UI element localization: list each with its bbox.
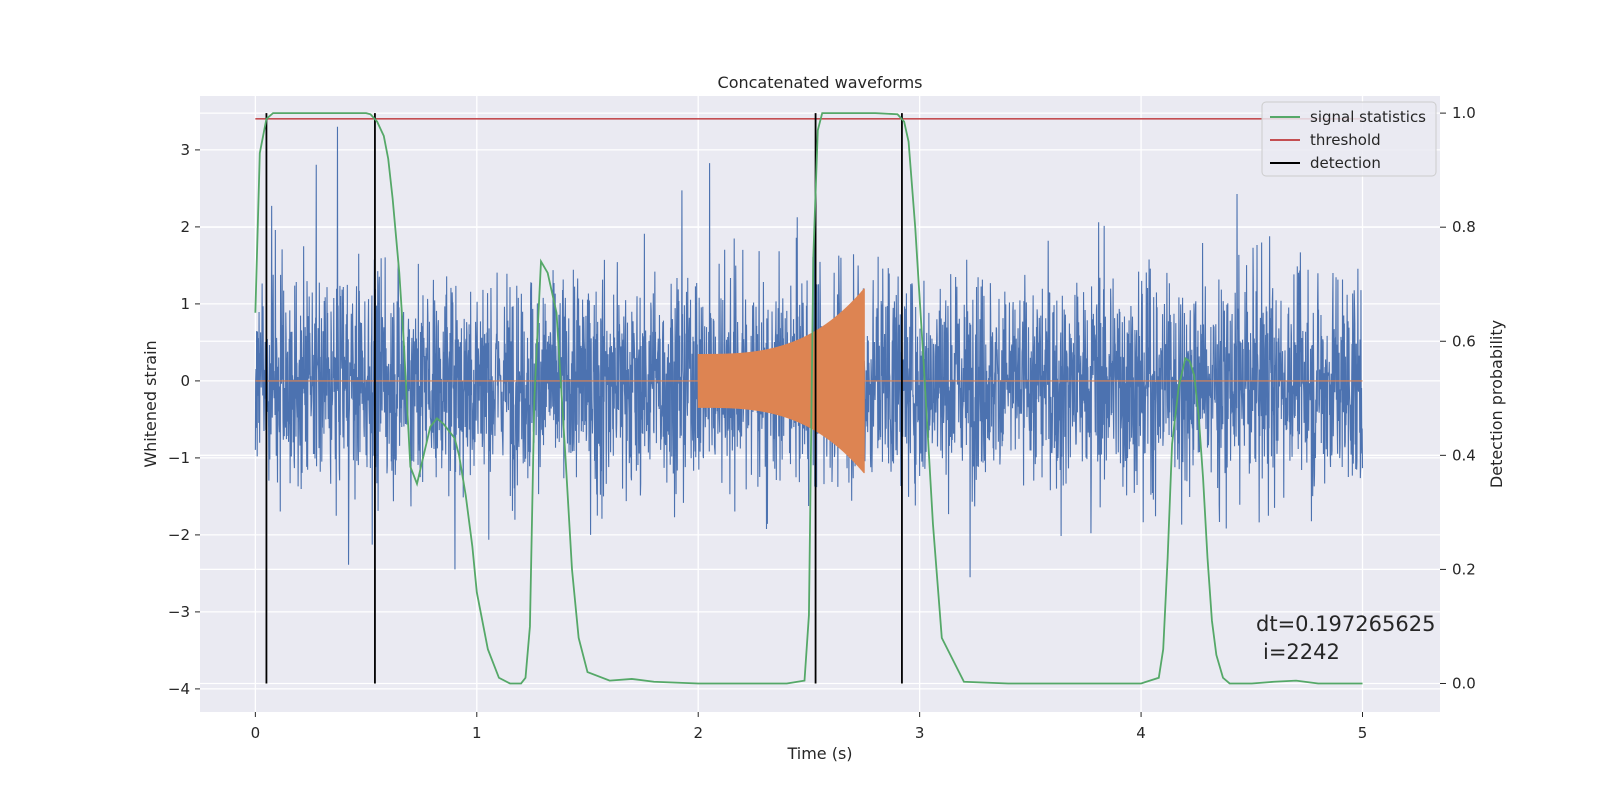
- y-axis-right-label: Detection probability: [1487, 320, 1506, 488]
- legend-box: [1261, 101, 1437, 177]
- y-tick-label: −2: [168, 526, 190, 544]
- y-tick-label: −4: [168, 680, 190, 698]
- annotation-dt: dt=0.197265625: [1256, 612, 1435, 636]
- legend-label-threshold: threshold: [1310, 131, 1381, 149]
- y-right-tick-label: 0.2: [1452, 560, 1476, 578]
- legend-label-signal-statistics: signal statistics: [1310, 108, 1426, 126]
- x-tick-label: 0: [251, 724, 261, 742]
- legend: signal statistics threshold detection: [1261, 101, 1437, 177]
- legend-label-detection: detection: [1310, 154, 1381, 172]
- chart-title: Concatenated waveforms: [718, 73, 923, 92]
- series-layer: [254, 112, 1364, 685]
- y-tick-label: 0: [180, 372, 190, 390]
- x-axis-label: Time (s): [786, 744, 852, 763]
- y-tick-label: 3: [180, 141, 190, 159]
- x-tick-label: 4: [1136, 724, 1146, 742]
- y-right-tick-label: 0.6: [1452, 332, 1476, 350]
- y-right-tick-label: 0.4: [1452, 446, 1476, 464]
- y-axis-label: Whitened strain: [141, 340, 160, 467]
- x-tick-label: 3: [915, 724, 925, 742]
- y-tick-label: −1: [168, 449, 190, 467]
- x-tick-label: 1: [472, 724, 482, 742]
- y-tick-label: −3: [168, 603, 190, 621]
- x-tick-label: 2: [693, 724, 703, 742]
- ticks: 0 1 2 3 4 5 −4 −3 −2 −1 0 1 2 3 0.0 0.2 0.4 0.6 0.8 1.0: [168, 104, 1476, 742]
- injection-series: [255, 288, 1363, 474]
- y-tick-label: 2: [180, 218, 190, 236]
- annotation-index: i=2242: [1263, 640, 1340, 664]
- y-right-tick-label: 0.8: [1452, 218, 1476, 236]
- signal-statistics-line: [254, 112, 1363, 685]
- y-tick-label: 1: [180, 295, 190, 313]
- y-right-tick-label: 1.0: [1452, 104, 1476, 122]
- y-right-tick-label: 0.0: [1452, 674, 1476, 692]
- detection-lines: [265, 113, 903, 684]
- x-tick-label: 5: [1358, 724, 1368, 742]
